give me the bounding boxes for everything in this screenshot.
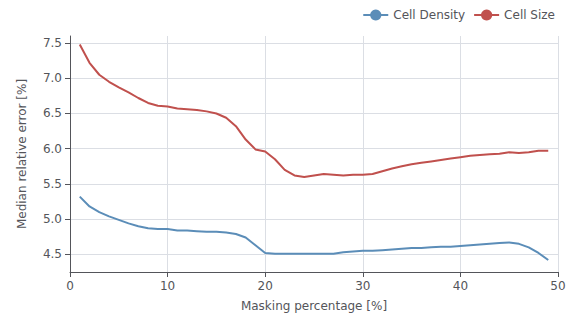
svg-text:30: 30 (355, 279, 370, 293)
svg-text:10: 10 (160, 279, 175, 293)
svg-text:4.5: 4.5 (43, 247, 62, 261)
svg-text:Masking percentage [%]: Masking percentage [%] (241, 299, 387, 313)
svg-text:40: 40 (453, 279, 468, 293)
svg-text:Median relative error [%]: Median relative error [%] (15, 79, 29, 229)
svg-text:50: 50 (550, 279, 565, 293)
svg-text:6.5: 6.5 (43, 106, 62, 120)
svg-text:6.0: 6.0 (43, 142, 62, 156)
svg-text:0: 0 (66, 279, 74, 293)
svg-text:Cell Density: Cell Density (393, 8, 465, 22)
svg-text:20: 20 (258, 279, 273, 293)
svg-text:Cell Size: Cell Size (504, 8, 555, 22)
svg-text:5.0: 5.0 (43, 212, 62, 226)
svg-text:7.0: 7.0 (43, 71, 62, 85)
svg-text:5.5: 5.5 (43, 177, 62, 191)
svg-text:7.5: 7.5 (43, 36, 62, 50)
